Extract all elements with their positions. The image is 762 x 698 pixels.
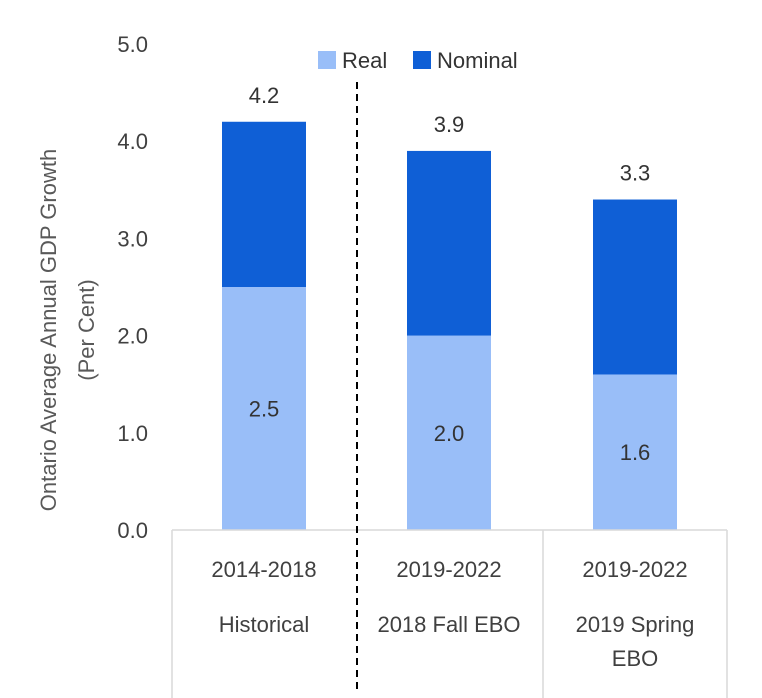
bar-nominal xyxy=(593,199,677,375)
y-axis-ticks: 0.0 1.0 2.0 3.0 4.0 5.0 xyxy=(117,32,148,543)
y-axis-title-line-2: (Per Cent) xyxy=(74,279,99,380)
bars xyxy=(222,121,677,530)
y-tick-label: 0.0 xyxy=(117,518,148,543)
category-label: EBO xyxy=(612,646,658,671)
legend-swatch-real xyxy=(318,51,336,69)
y-tick-label: 3.0 xyxy=(117,226,148,251)
legend: Real Nominal xyxy=(318,48,518,73)
legend-swatch-nominal xyxy=(413,51,431,69)
data-label-nominal: 3.9 xyxy=(434,112,465,137)
category-period: 2014-2018 xyxy=(211,557,316,582)
y-axis-title: Ontario Average Annual GDP Growth (Per C… xyxy=(36,149,99,511)
y-tick-label: 2.0 xyxy=(117,324,148,349)
category-period: 2019-2022 xyxy=(582,557,687,582)
legend-label-nominal: Nominal xyxy=(437,48,518,73)
category-period: 2019-2022 xyxy=(396,557,501,582)
legend-label-real: Real xyxy=(342,48,387,73)
bar-nominal xyxy=(407,150,491,336)
bar-real xyxy=(593,374,677,530)
data-label-nominal: 4.2 xyxy=(249,83,280,108)
bar-labels: 2.5 4.2 2.0 3.9 1.6 3.3 xyxy=(249,83,651,465)
category-label: 2019 Spring xyxy=(576,612,695,637)
y-axis-title-line-1: Ontario Average Annual GDP Growth xyxy=(36,149,61,511)
y-tick-label: 4.0 xyxy=(117,129,148,154)
category-label: Historical xyxy=(219,612,309,637)
data-label-nominal: 3.3 xyxy=(620,161,651,186)
bar-real xyxy=(407,335,491,530)
x-axis-categories: 2014-2018 Historical 2019-2022 2018 Fall EB… xyxy=(171,529,728,698)
category-label: 2018 Fall EBO xyxy=(377,612,520,637)
data-label-real: 1.6 xyxy=(620,440,651,465)
y-tick-label: 1.0 xyxy=(117,421,148,446)
data-label-real: 2.0 xyxy=(434,421,465,446)
y-tick-label: 5.0 xyxy=(117,32,148,57)
bar-nominal xyxy=(222,121,306,287)
bar-real xyxy=(222,287,306,530)
data-label-real: 2.5 xyxy=(249,397,280,422)
